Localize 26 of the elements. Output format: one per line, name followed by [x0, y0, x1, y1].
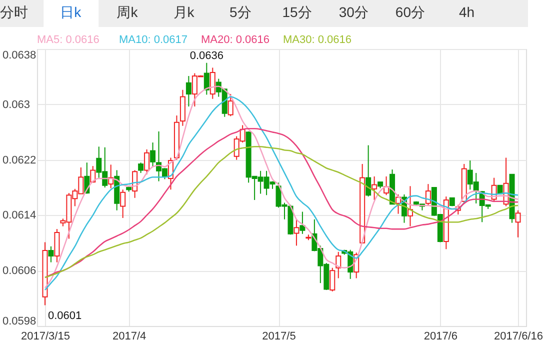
- text: MA5: 0.0616: [37, 34, 100, 46]
- text: 月k: [173, 4, 196, 20]
- text: 周k: [116, 4, 139, 20]
- y-tick-label: 0.0606: [2, 265, 36, 278]
- text: 60分: [395, 4, 425, 20]
- y-tick-label: 0.0614: [2, 210, 36, 222]
- y-tick-label: 0.063: [2, 98, 30, 111]
- x-tick-label: 2017/6: [424, 330, 458, 341]
- x-tick-label: 2017/5: [262, 330, 296, 341]
- text: MA30: 0.0616: [283, 34, 352, 46]
- text: MA10: 0.0617: [119, 34, 188, 46]
- annotation: 0.0636: [190, 50, 224, 62]
- text: MA20: 0.0616: [201, 34, 270, 46]
- y-tick-label: 0.0638: [2, 50, 36, 62]
- x-tick-label: 2017/6/16: [494, 330, 543, 341]
- y-tick-label: 0.0622: [2, 154, 36, 166]
- annotation: 0.0601: [48, 310, 82, 322]
- text: 日k: [60, 4, 82, 20]
- text: 5分: [230, 4, 252, 20]
- y-tick-label: 0.0598: [2, 316, 36, 328]
- x-tick-label: 2017/4: [112, 330, 146, 341]
- text: 4h: [459, 4, 475, 20]
- x-tick-label: 2017/3/15: [21, 330, 70, 341]
- text: 15分: [282, 4, 312, 20]
- text: 分时: [0, 4, 28, 20]
- text: 30分: [338, 4, 368, 20]
